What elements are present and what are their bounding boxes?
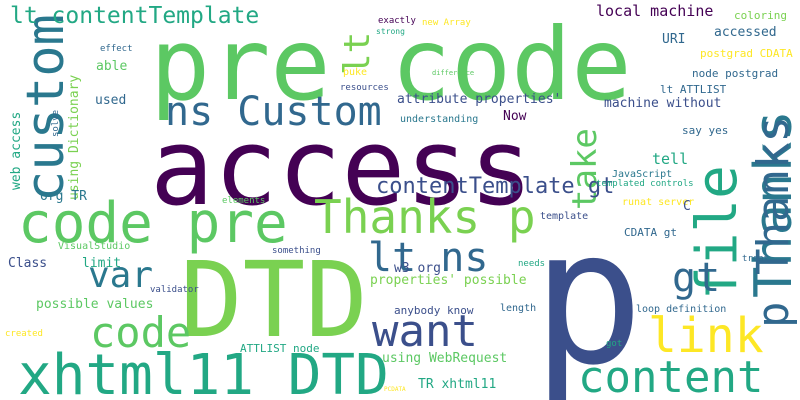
word-runat-server: runat server <box>622 197 695 208</box>
word-able: able <box>96 59 128 74</box>
word-pre-code: pre code <box>150 6 632 123</box>
word-visualstudio: VisualStudio <box>58 241 131 252</box>
word-coloring: coloring <box>734 9 787 22</box>
word-lt-ns: lt ns <box>368 235 489 281</box>
word-tr-xhtml11: TR xhtml11 <box>418 377 497 392</box>
word-tell: tell <box>652 150 689 168</box>
word-understanding: understanding <box>400 114 479 125</box>
word-using-dictionary: using Dictionary <box>67 74 82 200</box>
word-puke: puke <box>343 67 368 78</box>
word-p: p <box>532 189 644 400</box>
word-var: var <box>88 255 154 296</box>
word-difference: difference <box>432 69 475 77</box>
word-attlist-node: ATTLIST node <box>240 342 320 355</box>
word-attribute-properties: attribute properties' <box>397 92 562 107</box>
word-c: C <box>683 199 691 214</box>
word-loop-definition: loop definition <box>636 304 727 315</box>
word-now: Now <box>503 109 527 124</box>
word-needs: needs <box>518 259 546 269</box>
word-accessed: accessed <box>714 25 777 40</box>
word-properties-possible: properties' possible <box>370 273 527 288</box>
word-link: link <box>648 308 764 364</box>
word-local-machine: local machine <box>596 2 714 20</box>
word-exactly: exactly <box>378 16 416 26</box>
word-something: something <box>272 246 321 256</box>
word-new-array: new Array <box>422 18 471 28</box>
word-node-postgrad: node postgrad <box>692 67 779 80</box>
word-want: want <box>372 306 478 357</box>
word-pcdata: PCDATA <box>384 386 406 393</box>
word-strong: strong <box>376 27 405 36</box>
word-lt-contenttemplate: lt contentTemplate <box>10 3 260 29</box>
word-got: got <box>606 339 623 349</box>
word-possible-values: possible values <box>36 297 154 312</box>
word-uri: URI <box>662 32 686 47</box>
word-anybody-know: anybody know <box>394 304 474 317</box>
word-resources: resources <box>340 83 389 93</box>
word-lt-attlist: lt ATTLIST <box>660 83 727 96</box>
word-w3-org: w3 org <box>394 261 441 276</box>
word-access: access <box>150 106 533 229</box>
word-machine-without: machine without <box>604 96 722 111</box>
word-content: content <box>578 352 764 400</box>
word-class: Class <box>8 256 48 271</box>
word-say-yes: say yes <box>682 124 729 137</box>
word-used: used <box>95 93 127 108</box>
word-p-thanks: p Thanks <box>748 116 799 328</box>
word-elements: elements <box>222 196 266 206</box>
word-length: length <box>500 303 537 314</box>
word-cdata-gt: CDATA gt <box>624 226 677 239</box>
word-using-webrequest: using WebRequest <box>382 351 508 366</box>
word-contenttemplate-gt: contentTemplate gt <box>376 174 615 199</box>
word-web-access: web access <box>9 111 24 190</box>
word-gt: gt <box>672 255 721 301</box>
word-template: template <box>540 211 589 222</box>
word-code: code <box>90 308 192 357</box>
word-treat: treat <box>742 254 770 264</box>
word-ns-custom: ns Custom <box>165 89 382 135</box>
word-postgrad-cdata: postgrad CDATA <box>700 47 793 60</box>
word-org-tr: org TR <box>40 189 87 204</box>
word-limit: limit <box>82 256 122 271</box>
word-custom: custom <box>16 14 76 202</box>
word-created: created <box>5 329 43 339</box>
word-dtd: DTD <box>180 239 368 361</box>
word-validator: validator <box>150 285 199 295</box>
word-templated-controls: templated controls <box>596 179 694 189</box>
word-javascript: JavaScript <box>612 169 673 180</box>
word-solve: solve <box>51 109 61 137</box>
word-code-pre: code pre <box>18 191 288 256</box>
word-effect: effect <box>100 44 133 54</box>
word-thanks-p: Thanks p <box>314 190 536 244</box>
word-xhtml11-dtd: xhtml11 DTD <box>18 343 389 400</box>
